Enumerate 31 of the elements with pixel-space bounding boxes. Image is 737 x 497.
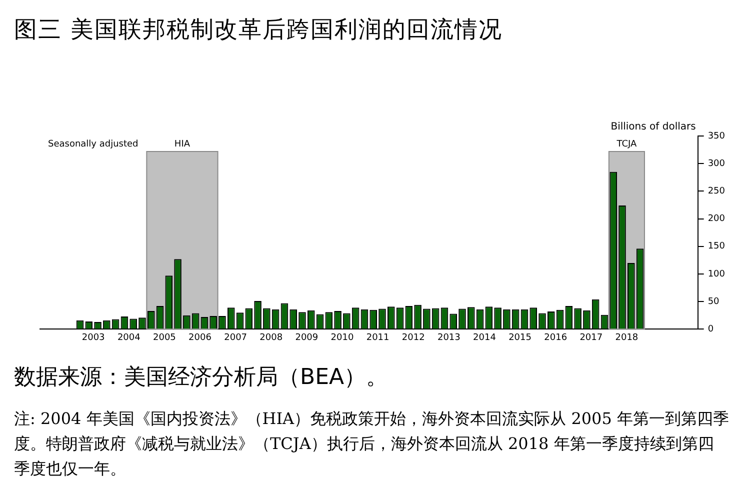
- x-tick-label: 2008: [260, 332, 283, 343]
- annotation: Seasonally adjusted: [48, 139, 138, 150]
- y-tick-label: 350: [708, 131, 726, 142]
- x-tick-label: 2016: [544, 332, 568, 343]
- x-tick-label: 2015: [508, 332, 532, 343]
- x-tick-label: 2011: [366, 332, 390, 343]
- x-tick-label: 2009: [295, 332, 318, 343]
- text: 注: 2004 年美国《国内投资法》（HIA）免税政策开始，海外资本回流实际从 2005 年第一到第四季度。特朗普政府《减税与就业法》（TCJA）执行后，海外资本回流从 2018 年第一季度持续到第四季度也仅一年。: [14, 408, 729, 480]
- y-tick-label: 300: [708, 158, 726, 169]
- y-tick-label: 200: [708, 214, 726, 224]
- x-tick-label: 2017: [580, 332, 603, 343]
- x-tick-label: 2010: [330, 332, 354, 343]
- source-note: 数据来源：美国经济分析局（BEA）。: [14, 364, 388, 392]
- chart-title: 图三 美国联邦税制改革后跨国利润的回流情况: [14, 16, 502, 45]
- y-tick-label: 50: [708, 296, 720, 307]
- band-label: TCJA: [616, 139, 638, 150]
- x-tick-label: 2007: [224, 332, 248, 343]
- x-tick-label: 2013: [437, 332, 460, 343]
- x-tick-label: 2018: [615, 332, 638, 343]
- y-tick-label: 0: [708, 324, 714, 335]
- x-tick-label: 2012: [402, 332, 425, 343]
- band-label: HIA: [174, 139, 191, 150]
- y-tick-label: 250: [708, 186, 726, 197]
- x-tick-label: 2003: [82, 332, 105, 343]
- x-tick-label: 2005: [153, 332, 176, 343]
- y-axis-title: Billions of dollars: [610, 122, 696, 133]
- x-tick-label: 2004: [117, 332, 141, 343]
- y-tick-label: 100: [708, 269, 726, 280]
- x-tick-label: 2006: [188, 332, 212, 343]
- x-tick-label: 2014: [473, 332, 496, 343]
- y-tick-label: 150: [708, 242, 726, 252]
